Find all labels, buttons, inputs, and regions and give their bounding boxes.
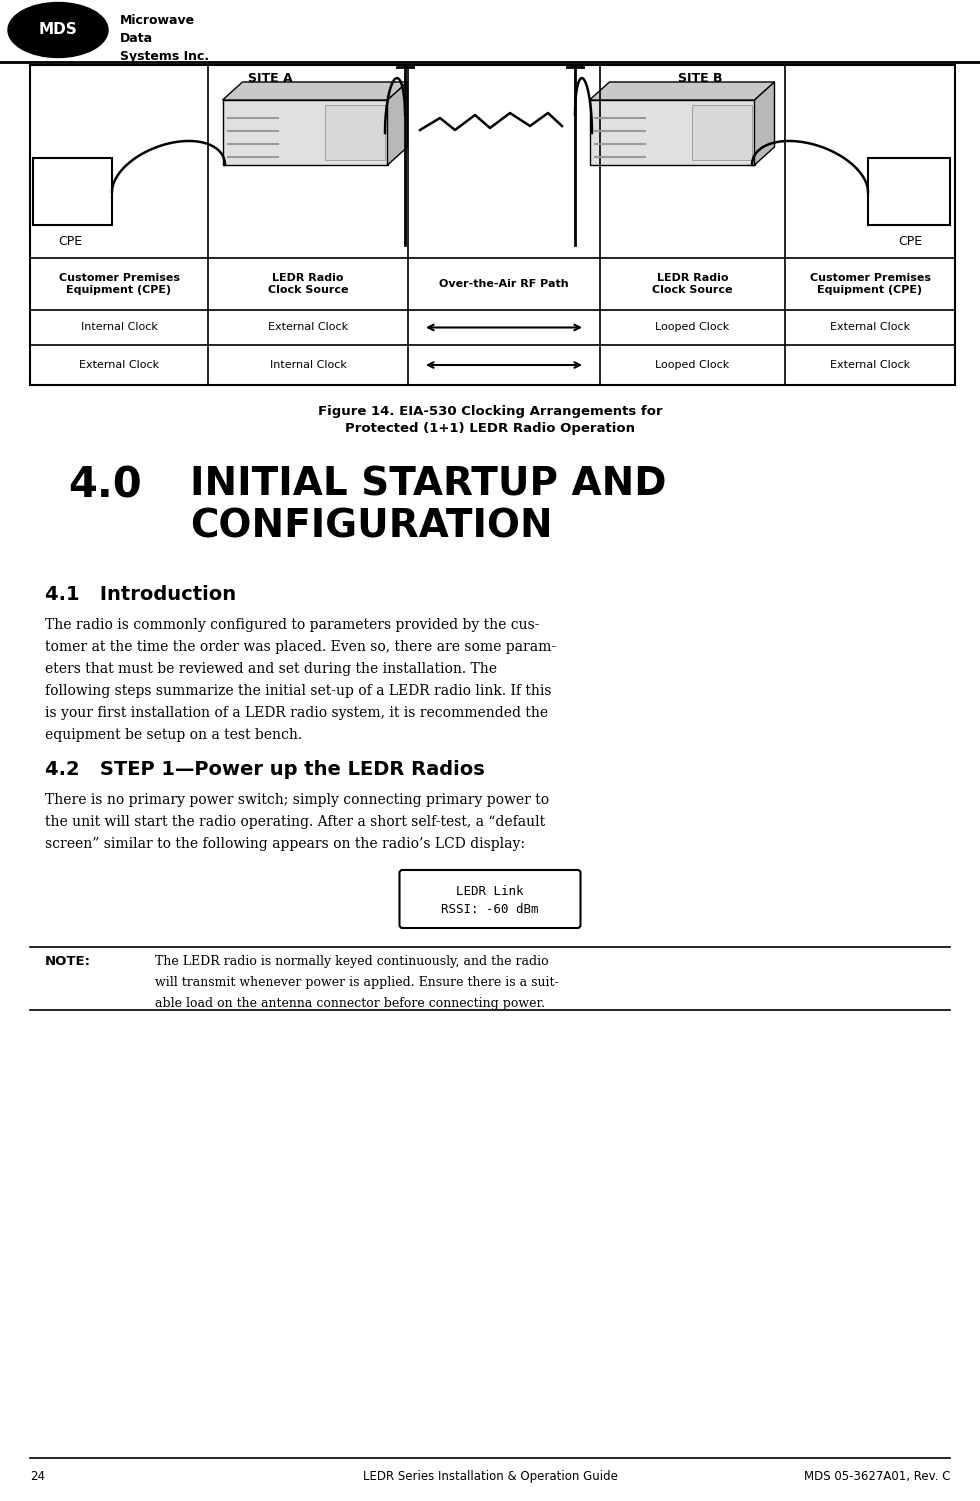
Text: The LEDR radio is normally keyed continuously, and the radio: The LEDR radio is normally keyed continu… [155,955,549,968]
Polygon shape [387,83,408,165]
Bar [222,101,387,165]
Text: MDS 05-3627A01, Rev. C: MDS 05-3627A01, Rev. C [804,1469,950,1483]
Bar [30,65,955,384]
Text: Internal Clock: Internal Clock [80,323,158,333]
Text: eters that must be reviewed and set during the installation. The: eters that must be reviewed and set duri… [45,662,497,675]
Text: MDS: MDS [38,23,77,38]
Text: will transmit whenever power is applied. Ensure there is a suit-: will transmit whenever power is applied.… [155,976,559,989]
Text: Looped Clock: Looped Clock [656,323,730,333]
Text: LEDR Series Installation & Operation Guide: LEDR Series Installation & Operation Gui… [363,1469,617,1483]
Text: Over-the-Air RF Path: Over-the-Air RF Path [439,279,568,290]
Bar [590,101,755,165]
Text: the unit will start the radio operating. After a short self-test, a “default: the unit will start the radio operating.… [45,815,545,829]
Text: following steps summarize the initial set-up of a LEDR radio link. If this: following steps summarize the initial se… [45,684,552,698]
Text: SITE B: SITE B [678,72,722,86]
Text: There is no primary power switch; simply connecting primary power to: There is no primary power switch; simply… [45,793,549,808]
Bar [692,105,752,161]
Text: 4.0: 4.0 [68,465,142,507]
Text: NOTE:: NOTE: [45,955,91,968]
Polygon shape [755,83,774,165]
Text: External Clock: External Clock [268,323,348,333]
Text: External Clock: External Clock [830,360,910,371]
Bar [868,158,950,225]
Text: CPE: CPE [898,236,922,248]
Bar [325,105,385,161]
Text: is your first installation of a LEDR radio system, it is recommended the: is your first installation of a LEDR rad… [45,705,548,720]
Text: RSSI: -60 dBm: RSSI: -60 dBm [441,904,539,916]
Text: CPE: CPE [58,236,82,248]
Text: 4.2   STEP 1—Power up the LEDR Radios: 4.2 STEP 1—Power up the LEDR Radios [45,760,485,779]
Text: tomer at the time the order was placed. Even so, there are some param-: tomer at the time the order was placed. … [45,639,556,654]
Text: Customer Premises
Equipment (CPE): Customer Premises Equipment (CPE) [59,273,179,294]
Text: Figure 14. EIA-530 Clocking Arrangements for: Figure 14. EIA-530 Clocking Arrangements… [318,405,662,417]
Text: 24: 24 [30,1469,45,1483]
Text: External Clock: External Clock [79,360,159,371]
Text: equipment be setup on a test bench.: equipment be setup on a test bench. [45,728,302,741]
Text: Protected (1+1) LEDR Radio Operation: Protected (1+1) LEDR Radio Operation [345,422,635,435]
Text: 4.1   Introduction: 4.1 Introduction [45,585,236,603]
Polygon shape [590,83,774,101]
Text: Customer Premises
Equipment (CPE): Customer Premises Equipment (CPE) [809,273,930,294]
Text: LEDR Radio
Clock Source: LEDR Radio Clock Source [653,273,733,294]
Bar [33,158,112,225]
Text: LEDR Radio
Clock Source: LEDR Radio Clock Source [268,273,348,294]
Polygon shape [222,83,408,101]
Text: LEDR Link: LEDR Link [457,886,523,898]
Text: Looped Clock: Looped Clock [656,360,730,371]
Ellipse shape [8,3,108,57]
FancyBboxPatch shape [400,871,580,928]
Text: able load on the antenna connector before connecting power.: able load on the antenna connector befor… [155,997,545,1010]
Text: Microwave
Data
Systems Inc.: Microwave Data Systems Inc. [120,14,209,63]
Text: SITE A: SITE A [248,72,292,86]
Text: The radio is commonly configured to parameters provided by the cus-: The radio is commonly configured to para… [45,618,540,632]
Text: Internal Clock: Internal Clock [270,360,347,371]
Text: INITIAL STARTUP AND
CONFIGURATION: INITIAL STARTUP AND CONFIGURATION [190,465,666,545]
Text: External Clock: External Clock [830,323,910,333]
Text: screen” similar to the following appears on the radio’s LCD display:: screen” similar to the following appears… [45,838,525,851]
